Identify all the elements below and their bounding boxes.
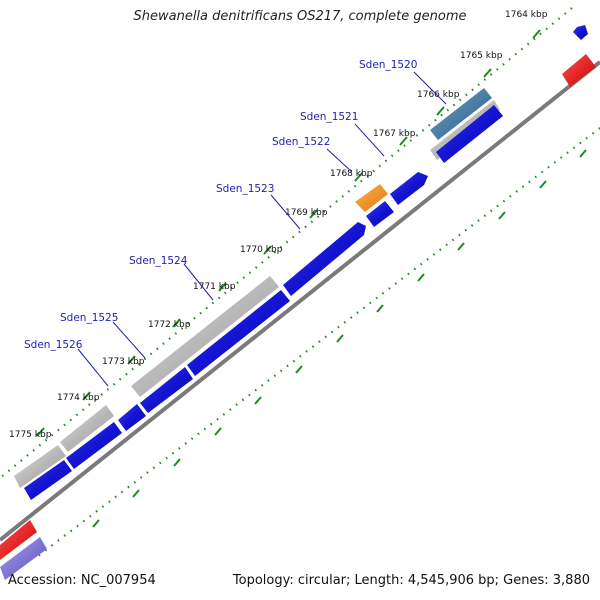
outer-tick-track (0, 7, 573, 479)
kbp-tick-1768: 1768 kbp (330, 169, 373, 182)
kbp-tick-1773: 1773 kbp (102, 355, 145, 367)
kbp-label: 1764 kbp (505, 10, 548, 20)
kbp-tick-1774: 1774 kbp (57, 391, 100, 403)
kbp-label: 1771 kbp (193, 282, 236, 292)
svg-text:Sden_1522: Sden_1522 (272, 136, 330, 148)
svg-text:Sden_1521: Sden_1521 (300, 111, 358, 123)
accession-text: Accession: NC_007954 (8, 573, 156, 588)
kbp-label: 1769 kbp (285, 208, 328, 218)
gray-feature-1526[interactable] (60, 405, 114, 452)
gene-label-1526[interactable]: Sden_1526 (24, 339, 109, 387)
kbp-label: 1770 kbp (240, 245, 283, 255)
lavender-feature-bottom[interactable] (0, 537, 47, 580)
gene-arrow-1524[interactable] (187, 290, 290, 376)
svg-text:Sden_1526: Sden_1526 (24, 339, 83, 351)
kbp-tick-1765: 1765 kbp (460, 51, 503, 78)
red-feature-top[interactable] (562, 54, 596, 87)
svg-text:Sden_1523: Sden_1523 (216, 183, 274, 195)
kbp-tick-1772: 1772 kbp (148, 318, 191, 330)
gray-feature-1520[interactable] (430, 88, 492, 140)
inner-tick-marks (92, 149, 587, 528)
kbp-tick-1769: 1769 kbp (285, 208, 328, 219)
kbp-tick-1771: 1771 kbp (193, 282, 236, 292)
genome-backbone (0, 60, 600, 542)
kbp-tick-1766: 1766 kbp (417, 90, 460, 116)
gene-arrow-1528[interactable] (24, 460, 72, 500)
gene-label-1523[interactable]: Sden_1523 (216, 183, 301, 230)
genome-summary-text: Topology: circular; Length: 4,545,906 bp… (232, 573, 590, 588)
gene-arrow-1520[interactable] (436, 105, 503, 163)
map-title: Shewanella denitrificans OS217, complete… (133, 9, 467, 24)
gray-feature-1527[interactable] (14, 445, 66, 488)
svg-text:Sden_1524: Sden_1524 (129, 255, 188, 267)
gene-arrow-1522[interactable] (366, 201, 394, 227)
gene-label-1520[interactable]: Sden_1520 (359, 59, 447, 105)
svg-text:Sden_1525: Sden_1525 (60, 312, 118, 324)
gene-arrow-1521[interactable] (390, 172, 428, 205)
gene-label-1525[interactable]: Sden_1525 (60, 312, 146, 359)
red-feature-bottom[interactable] (0, 520, 37, 560)
gene-arrow-1527[interactable] (66, 422, 122, 469)
gene-arrow-1523[interactable] (283, 222, 366, 296)
gene-label-1521[interactable]: Sden_1521 (300, 111, 385, 157)
kbp-label: 1773 kbp (102, 357, 145, 367)
svg-text:Sden_1520: Sden_1520 (359, 59, 417, 71)
kbp-label: 1768 kbp (330, 169, 373, 179)
kbp-label: 1765 kbp (460, 51, 503, 61)
kbp-label: 1774 kbp (57, 393, 100, 403)
kbp-axis: 1764 kbp 1765 kbp 1766 kbp 1767 kbp 1768… (9, 10, 548, 440)
gene-label-1522[interactable]: Sden_1522 (272, 136, 353, 173)
gene-arrow-1526[interactable] (118, 404, 146, 431)
orange-feature-1522[interactable] (355, 184, 388, 212)
gene-arrow-top[interactable] (573, 25, 588, 40)
gray-feature-1524[interactable] (131, 276, 279, 397)
kbp-label: 1767 kbp (373, 129, 416, 139)
inner-tick-track (37, 127, 600, 557)
kbp-tick-1767: 1767 kbp (373, 129, 416, 146)
kbp-tick-1764: 1764 kbp (505, 10, 548, 39)
gene-label-1524[interactable]: Sden_1524 (129, 255, 214, 301)
kbp-label: 1772 kbp (148, 320, 191, 330)
kbp-tick-1770: 1770 kbp (240, 245, 283, 255)
kbp-tick-1775: 1775 kbp (9, 427, 52, 440)
gene-arrow-1525[interactable] (140, 367, 193, 413)
kbp-label: 1766 kbp (417, 90, 460, 100)
kbp-label: 1775 kbp (9, 430, 52, 440)
